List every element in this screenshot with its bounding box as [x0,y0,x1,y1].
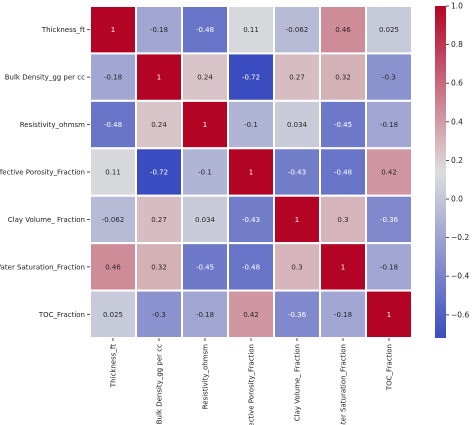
cell-value-label: -0.36 [380,216,399,224]
cell-value-label: 1 [249,169,253,177]
cell-value-label: -0.18 [334,311,352,319]
x-tick-label: Water Saturation_Fraction [340,344,348,425]
cell-value-label: 0.11 [105,169,121,177]
heatmap-cell [365,52,413,102]
y-axis-labels: Thickness_ft Bulk Density_gg per cc Resist… [0,26,90,319]
heatmap-cell [273,99,321,150]
cell-value-label: 0.32 [151,263,167,271]
cell-value-label: 0.11 [243,26,259,34]
colorbar-tick-label: −0.6 [451,310,469,319]
heatmap-cell [181,52,229,102]
colorbar-tick-label: −0.4 [451,272,469,281]
heatmap-cell [181,194,229,245]
cell-value-label: -0.18 [380,263,398,271]
cell-value-label: -0.1 [198,169,212,177]
cell-value-label: 0.24 [197,74,213,82]
cell-value-label: 1 [111,26,115,34]
cell-value-label: -0.3 [152,311,166,319]
cell-value-label: 1 [341,263,345,271]
cell-value-label: 0.025 [379,26,399,34]
cell-value-label: 1 [203,121,207,129]
cell-value-label: 0.42 [243,311,259,319]
x-tick-label: Clay Volume_ Fraction [294,344,302,421]
heatmap-cell [89,242,137,292]
cell-value-label: 0.46 [335,26,351,34]
colorbar-tick-label: −0.2 [451,233,469,242]
heatmap-cell [181,289,229,340]
heatmap-cell [135,147,183,197]
colorbar-tick-label: 0.6 [451,79,463,88]
cell-value-label: -0.18 [104,74,122,82]
cell-value-label: 0.27 [151,216,167,224]
colorbar: 1.0 0.8 0.6 0.4 0.2 0.0 −0.2 −0.4 −0.6 [435,2,469,338]
cell-value-label: -0.062 [102,216,125,224]
cell-value-label: -0.062 [286,26,309,34]
x-tick-label: Thickness_ft [110,344,118,388]
cell-value-label: 1 [157,74,161,82]
cell-value-label: 0.034 [195,216,216,224]
x-tick-label: Bulk Density_gg per cc [156,344,164,424]
heatmap-cell [319,147,367,197]
heatmap-cell [135,99,183,150]
cell-value-label: -0.3 [382,74,396,82]
cell-value-label: -0.18 [380,121,398,129]
cell-value-label: 0.034 [287,121,308,129]
y-tick-label: TOC_Fraction [38,311,85,319]
colorbar-tick-label: 1.0 [451,2,463,11]
cell-value-label: -0.72 [150,169,168,177]
y-tick-label: Thickness_ft [41,26,85,34]
cell-value-label: 0.32 [335,74,351,82]
heatmap-cell [89,194,137,245]
colorbar-tick-label: 0.8 [451,40,463,49]
cell-value-label: 1 [295,216,299,224]
heatmap-cell [89,147,137,197]
cell-value-label: -0.1 [244,121,258,129]
cell-value-label: -0.18 [196,311,214,319]
y-tick-label: Clay Volume_ Fraction [8,216,85,224]
cell-value-label: -0.48 [196,26,214,34]
colorbar-tick-label: 0.4 [451,117,463,126]
heatmap-cell [319,5,367,55]
colorbar-tick-label: 0.0 [451,195,463,204]
colorbar-gradient [435,6,446,338]
x-tick-label: TOC_Fraction [386,344,394,391]
cell-value-label: -0.45 [334,121,352,129]
heatmap-cell [319,289,367,340]
cell-value-label: -0.43 [288,169,306,177]
y-tick-label: Bulk Density_gg per cc [5,74,85,82]
x-tick-label: Effective Porosity_Fraction [248,344,256,425]
cell-value-label: -0.43 [242,216,260,224]
x-tick-label: Resistivity_ohmsm [202,344,210,409]
cell-value-label: 0.27 [289,74,305,82]
cell-value-label: 1 [387,311,391,319]
heatmap-cells: 1 -0.18 -0.48 0.11 -0.062 0.46 0.025 -0.18 1 0.24… [89,5,413,340]
x-axis-labels: Thickness_ft Bulk Density_gg per cc Resist… [110,338,394,425]
cell-value-label: -0.36 [288,311,307,319]
heatmap-cell [319,99,367,150]
cell-value-label: 0.24 [151,121,167,129]
y-tick-label: Resistivity_ohmsm [20,121,85,129]
cell-value-label: -0.72 [242,74,260,82]
heatmap-cell [181,99,229,150]
cell-value-label: -0.48 [104,121,122,129]
cell-value-label: 0.3 [337,216,348,224]
heatmap-cell [273,52,321,102]
cell-value-label: 0.42 [381,169,397,177]
y-tick-label: Water Saturation_Fraction [0,263,85,271]
cell-value-label: -0.45 [196,263,214,271]
y-tick-label: Effective Porosity_Fraction [0,169,85,177]
cell-value-label: 0.025 [103,311,123,319]
heatmap-cell [227,289,275,340]
cell-value-label: -0.18 [150,26,168,34]
cell-value-label: 0.3 [291,263,302,271]
heatmap-cell [135,242,183,292]
colorbar-tick-label: 0.2 [451,156,463,165]
cell-value-label: -0.48 [334,169,352,177]
cell-value-label: 0.46 [105,263,121,271]
cell-value-label: -0.48 [242,263,260,271]
